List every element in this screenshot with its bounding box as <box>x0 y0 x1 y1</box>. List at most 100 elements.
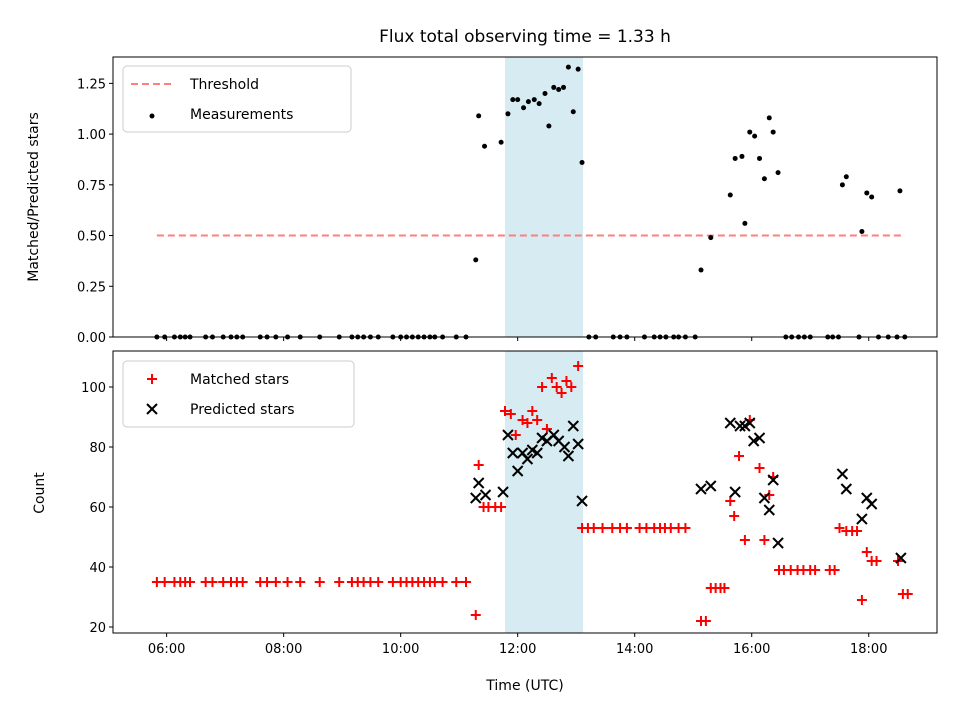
measurement-point <box>521 105 527 111</box>
x-tick-label: 14:00 <box>616 642 653 657</box>
predicted-star-point <box>576 495 588 507</box>
matched-star-point <box>551 382 562 392</box>
top-y-tick-label: 0.25 <box>77 280 106 295</box>
matched-star-point <box>334 577 345 587</box>
x-tick-label: 08:00 <box>265 642 302 657</box>
predicted-star-point <box>763 504 775 516</box>
matched-star-point <box>237 577 248 587</box>
predicted-star-point <box>836 468 849 480</box>
bottom-y-tick-label: 20 <box>89 621 106 636</box>
matched-star-point <box>537 382 548 392</box>
measurement-point <box>869 194 875 200</box>
matched-star-point <box>902 589 913 599</box>
matched-star-point <box>597 523 608 533</box>
measurement-point <box>570 109 576 115</box>
measurement-point <box>843 174 849 180</box>
predicted-star-point <box>695 483 707 495</box>
predicted-star-point <box>856 513 868 525</box>
predicted-star-point <box>479 489 492 501</box>
predicted-star-point <box>772 537 784 549</box>
top-x-axis <box>166 337 870 341</box>
predicted-star-point <box>502 429 514 441</box>
matched-star-point <box>556 388 567 398</box>
matched-star-point <box>759 535 770 545</box>
matched-star-point <box>451 577 462 587</box>
matched-star-point <box>856 595 867 605</box>
x-tick-label: 06:00 <box>148 642 185 657</box>
predicted-star-point <box>744 417 756 429</box>
measurement-point <box>732 155 738 161</box>
predicted-star-point <box>531 447 543 459</box>
matched-stars-legend-label: Matched stars <box>190 372 289 388</box>
measurement-point <box>757 155 763 161</box>
matched-star-point <box>588 523 599 533</box>
predicted-star-point <box>734 420 746 432</box>
matched-star-point <box>573 361 584 371</box>
measurement-point <box>476 113 482 119</box>
predicted-star-point <box>840 483 853 495</box>
top-highlight-span <box>505 57 584 337</box>
bottom-y-tick-label: 60 <box>89 501 106 516</box>
top-y-tick-label: 0.00 <box>77 331 106 346</box>
measurement-point <box>542 91 548 97</box>
predicted-star-point <box>865 498 878 510</box>
matched-star-point <box>829 565 840 575</box>
matched-stars-legend-swatch <box>147 374 157 384</box>
matched-star-point <box>680 523 691 533</box>
predicted-star-point <box>705 480 717 492</box>
matched-star-point <box>754 463 765 473</box>
matched-star-point <box>207 577 218 587</box>
top-y-tick-label: 0.50 <box>77 230 106 245</box>
top-y-axis: 0.00 0.25 0.50 0.75 1.00 1.25 <box>77 77 113 346</box>
bottom-y-tick-label: 40 <box>89 561 106 576</box>
matched-star-point <box>739 535 750 545</box>
top-y-axis-label: Matched/Predicted stars <box>26 112 42 282</box>
x-tick-label: 10:00 <box>382 642 419 657</box>
threshold-legend-label: Threshold <box>189 77 259 93</box>
bottom-y-axis-label: Count <box>32 472 48 514</box>
measurement-point <box>575 66 581 72</box>
measurement-point <box>739 153 745 159</box>
predicted-stars-legend-label: Predicted stars <box>190 402 295 418</box>
matched-star-point <box>500 406 511 416</box>
x-tick-label: 12:00 <box>499 642 536 657</box>
measurement-point <box>473 257 479 263</box>
measurement-point <box>561 84 567 90</box>
matched-star-point <box>159 577 170 587</box>
measurements-legend-label: Measurements <box>190 107 293 123</box>
predicted-star-point <box>558 441 571 453</box>
matched-star-point <box>719 583 730 593</box>
predicted-star-point <box>562 450 575 462</box>
bottom-y-tick-label: 80 <box>89 441 106 456</box>
top-panel: 0.00 0.25 0.50 0.75 1.00 1.25 Matched/Predict… <box>26 56 938 346</box>
measurement-point <box>525 99 531 105</box>
measurement-point <box>698 267 704 273</box>
measurement-point <box>897 188 903 194</box>
matched-star-point <box>764 490 775 500</box>
measurement-point <box>510 97 516 103</box>
bottom-y-tick-label: 100 <box>81 381 106 396</box>
matched-star-point <box>496 502 507 512</box>
predicted-star-point <box>470 492 482 504</box>
measurement-point <box>579 160 585 166</box>
matched-star-point <box>505 409 516 419</box>
matched-star-point <box>700 616 711 626</box>
matched-star-point <box>527 406 538 416</box>
top-axes-frame <box>112 56 938 338</box>
predicted-star-point <box>511 465 524 477</box>
top-legend: Threshold Measurements <box>122 65 352 133</box>
matched-star-point <box>437 577 448 587</box>
matched-star-point <box>461 577 472 587</box>
top-y-tick-label: 1.00 <box>77 128 106 143</box>
measurement-point <box>565 64 571 70</box>
measurement-point <box>482 143 488 149</box>
predicted-star-point <box>472 477 485 489</box>
top-series-layer <box>154 64 908 340</box>
matched-star-point <box>270 577 281 587</box>
predicted-star-point <box>753 432 766 444</box>
x-axis-label: Time (UTC) <box>485 678 563 694</box>
matched-star-point <box>546 373 557 383</box>
measurement-point <box>546 123 552 129</box>
measurement-point <box>747 129 753 135</box>
